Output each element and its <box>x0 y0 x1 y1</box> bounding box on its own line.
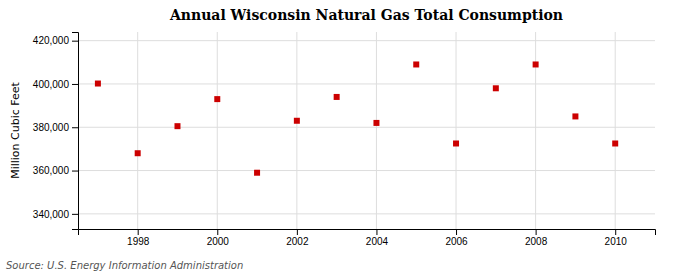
point <box>413 61 419 67</box>
tick: 420,000 <box>33 35 78 46</box>
point <box>373 120 379 126</box>
tick-mark <box>456 229 457 235</box>
point <box>214 96 220 102</box>
x-axis: 1998 2000 2002 2004 2006 2008 2010 <box>79 229 656 247</box>
tick-mark <box>536 229 537 235</box>
grid-line <box>615 32 616 229</box>
tick-mark <box>138 229 139 235</box>
tick: 380,000 <box>33 122 78 133</box>
axis-line <box>72 33 79 230</box>
point <box>453 140 459 146</box>
tick: 1998 <box>127 229 150 247</box>
tick-mark <box>72 214 78 215</box>
tick-mark <box>376 229 377 235</box>
tick-label: 2000 <box>207 236 230 247</box>
point <box>334 94 340 100</box>
grid-line <box>456 32 457 229</box>
point <box>174 123 180 129</box>
tick-label: 2004 <box>366 236 389 247</box>
tick: 2010 <box>605 229 628 247</box>
axis-line <box>79 230 656 236</box>
tick-label: 380,000 <box>33 122 70 133</box>
points <box>95 61 618 175</box>
tick-mark <box>72 41 78 42</box>
tick: 2008 <box>525 229 548 247</box>
tick: 340,000 <box>33 209 78 220</box>
tick-label: 340,000 <box>33 209 70 220</box>
chart: 1998 2000 2002 2004 2006 2008 2010 340,000 360,0… <box>0 0 675 275</box>
point <box>533 61 539 67</box>
grid-line <box>78 213 655 214</box>
tick-label: 2002 <box>286 236 309 247</box>
tick-mark <box>72 127 78 128</box>
point <box>612 140 618 146</box>
tick: 2000 <box>207 229 230 247</box>
tick-label: 2006 <box>445 236 468 247</box>
grid <box>78 32 655 229</box>
point <box>135 150 141 156</box>
tick-mark <box>297 229 298 235</box>
grid-line <box>137 32 138 229</box>
tick-mark <box>615 229 616 235</box>
tick: 2004 <box>366 229 389 247</box>
point <box>95 81 101 87</box>
grid-line <box>296 32 297 229</box>
tick-label: 2008 <box>525 236 548 247</box>
point <box>254 170 260 176</box>
grid-line <box>78 127 655 128</box>
point <box>493 85 499 91</box>
tick-mark <box>217 229 218 235</box>
grid-line <box>78 170 655 171</box>
title: Annual Wisconsin Natural Gas Total Consu… <box>169 7 563 23</box>
plot-area: 1998 2000 2002 2004 2006 2008 2010 340,000 360,0… <box>33 32 656 247</box>
y-axis: 340,000 360,000 380,000 400,000 420,000 <box>33 33 79 230</box>
tick-label: 2010 <box>605 236 628 247</box>
point <box>294 118 300 124</box>
grid-line <box>376 32 377 229</box>
tick-label: 1998 <box>127 236 150 247</box>
tick: 2002 <box>286 229 309 247</box>
tick-label: 360,000 <box>33 165 70 176</box>
grid-line <box>78 40 655 41</box>
tick-mark <box>72 171 78 172</box>
point <box>572 113 578 119</box>
tick: 2006 <box>445 229 468 247</box>
tick: 360,000 <box>33 165 78 176</box>
y-axis-label: Million Cubic Feet <box>9 81 22 178</box>
tick-label: 420,000 <box>33 35 70 46</box>
tick: 400,000 <box>33 79 78 90</box>
annotation: Source: U.S. Energy Information Administ… <box>6 260 243 271</box>
tick-label: 400,000 <box>33 79 70 90</box>
tick-mark <box>72 84 78 85</box>
grid-line <box>78 83 655 84</box>
grid-line <box>217 32 218 229</box>
